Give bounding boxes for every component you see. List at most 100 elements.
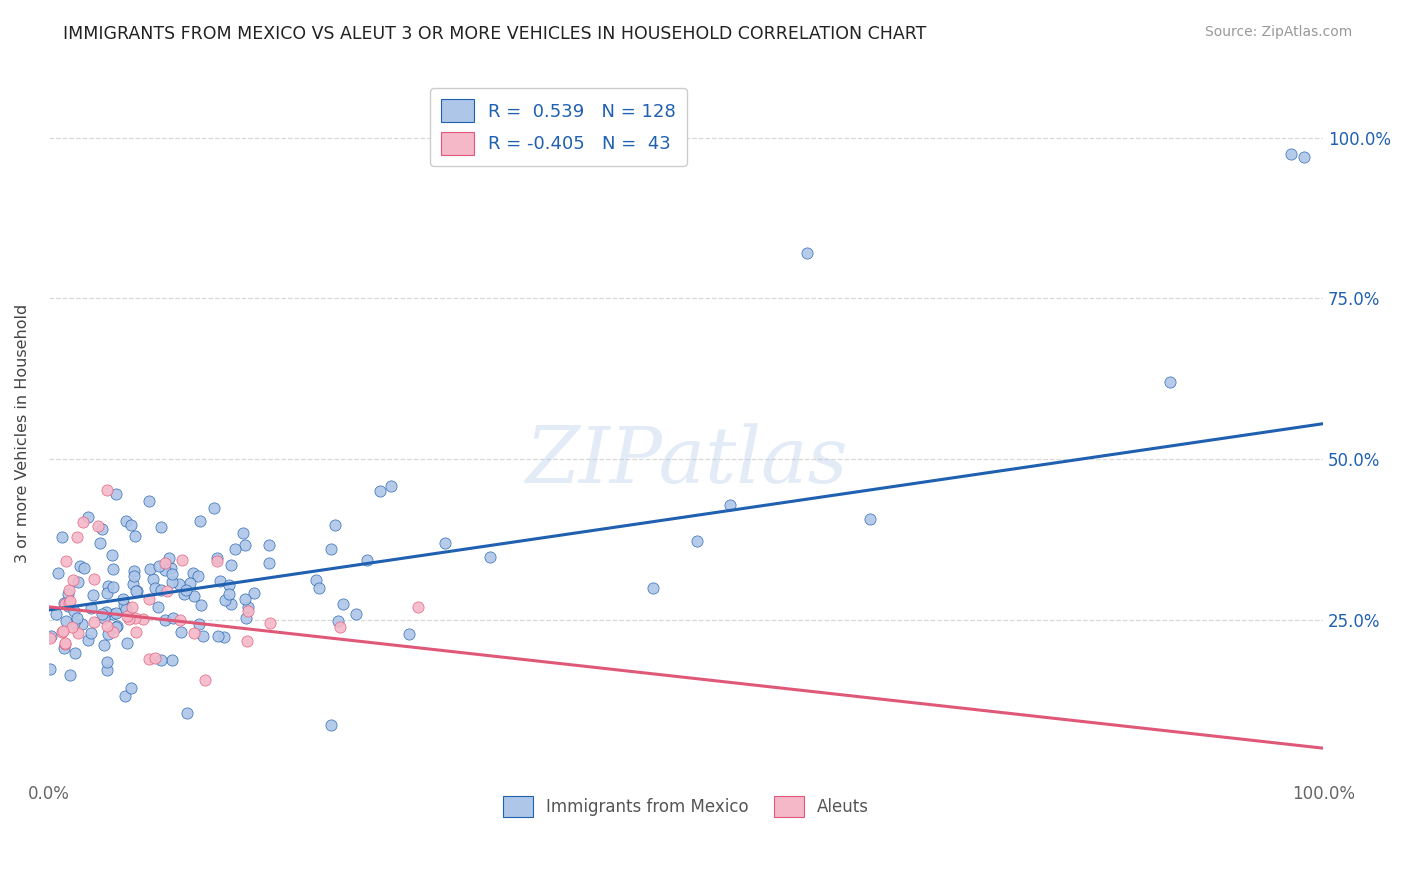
Point (332, 597, 354, 611)
Y-axis label: 3 or more Vehicles in Household: 3 or more Vehicles in Household (15, 303, 30, 563)
Point (77, 632, 100, 647)
Point (434, 535, 457, 549)
Point (59, 594, 82, 608)
Point (236, 634, 259, 648)
Point (103, 624, 125, 639)
Point (212, 630, 235, 644)
Point (346, 607, 368, 622)
Point (121, 599, 143, 614)
Point (214, 593, 236, 607)
Point (328, 614, 350, 628)
Point (101, 580, 124, 594)
Point (122, 577, 145, 591)
Point (143, 650, 166, 665)
Point (97, 626, 120, 640)
Point (94, 605, 117, 619)
Point (58, 583, 80, 598)
Point (101, 607, 124, 621)
Text: IMMIGRANTS FROM MEXICO VS ALEUT 3 OR MORE VEHICLES IN HOUSEHOLD CORRELATION CHAR: IMMIGRANTS FROM MEXICO VS ALEUT 3 OR MOR… (63, 25, 927, 43)
Point (167, 577, 190, 591)
Point (1292, 150, 1315, 164)
Point (63, 616, 86, 631)
Point (160, 567, 183, 582)
Point (124, 529, 146, 543)
Point (162, 611, 184, 625)
Point (329, 620, 352, 634)
Point (124, 611, 146, 625)
Point (80, 626, 103, 640)
Point (194, 673, 217, 687)
Point (96, 586, 118, 600)
Point (39, 631, 62, 645)
Point (190, 598, 212, 612)
Point (143, 581, 166, 595)
Point (686, 533, 709, 548)
Point (176, 706, 198, 720)
Point (138, 652, 160, 666)
Point (53, 596, 76, 610)
Point (125, 624, 148, 639)
Point (39, 663, 62, 677)
Point (209, 574, 232, 589)
Point (89, 535, 111, 549)
Point (138, 592, 160, 607)
Legend: Immigrants from Mexico, Aleuts: Immigrants from Mexico, Aleuts (496, 789, 876, 824)
Point (125, 584, 148, 599)
Point (218, 587, 240, 601)
Point (120, 681, 142, 696)
Text: ZIPatlas: ZIPatlas (524, 423, 848, 500)
Point (157, 551, 180, 566)
Point (72, 515, 94, 529)
Point (51, 624, 73, 639)
Point (153, 613, 176, 627)
Point (218, 578, 240, 592)
Point (66, 626, 89, 640)
Point (45, 607, 67, 622)
Point (368, 484, 391, 499)
Point (183, 589, 205, 603)
Point (235, 610, 257, 624)
Point (62, 573, 84, 587)
Point (67, 574, 90, 589)
Point (305, 573, 328, 587)
Point (55, 554, 77, 568)
Point (117, 612, 139, 626)
Point (112, 592, 135, 607)
Point (1159, 375, 1181, 389)
Point (183, 625, 205, 640)
Point (150, 583, 173, 598)
Point (207, 629, 229, 643)
Point (162, 575, 184, 590)
Point (257, 538, 280, 552)
Point (319, 717, 342, 731)
Point (52, 624, 75, 638)
Point (70, 617, 93, 632)
Point (160, 653, 183, 667)
Text: Source: ZipAtlas.com: Source: ZipAtlas.com (1205, 25, 1353, 39)
Point (66, 610, 89, 624)
Point (150, 653, 173, 667)
Point (259, 556, 281, 570)
Point (60, 620, 83, 634)
Point (90, 522, 112, 536)
Point (96, 483, 118, 497)
Point (380, 478, 402, 492)
Point (153, 563, 176, 577)
Point (53, 635, 76, 649)
Point (83, 615, 105, 629)
Point (169, 613, 191, 627)
Point (82, 589, 104, 603)
Point (93, 638, 115, 652)
Point (114, 690, 136, 704)
Point (115, 602, 138, 616)
Point (179, 575, 201, 590)
Point (39, 629, 62, 643)
Point (224, 541, 246, 556)
Point (52, 640, 75, 655)
Point (219, 558, 242, 572)
Point (115, 609, 138, 624)
Point (204, 501, 226, 516)
Point (97, 579, 120, 593)
Point (173, 587, 195, 601)
Point (156, 584, 179, 599)
